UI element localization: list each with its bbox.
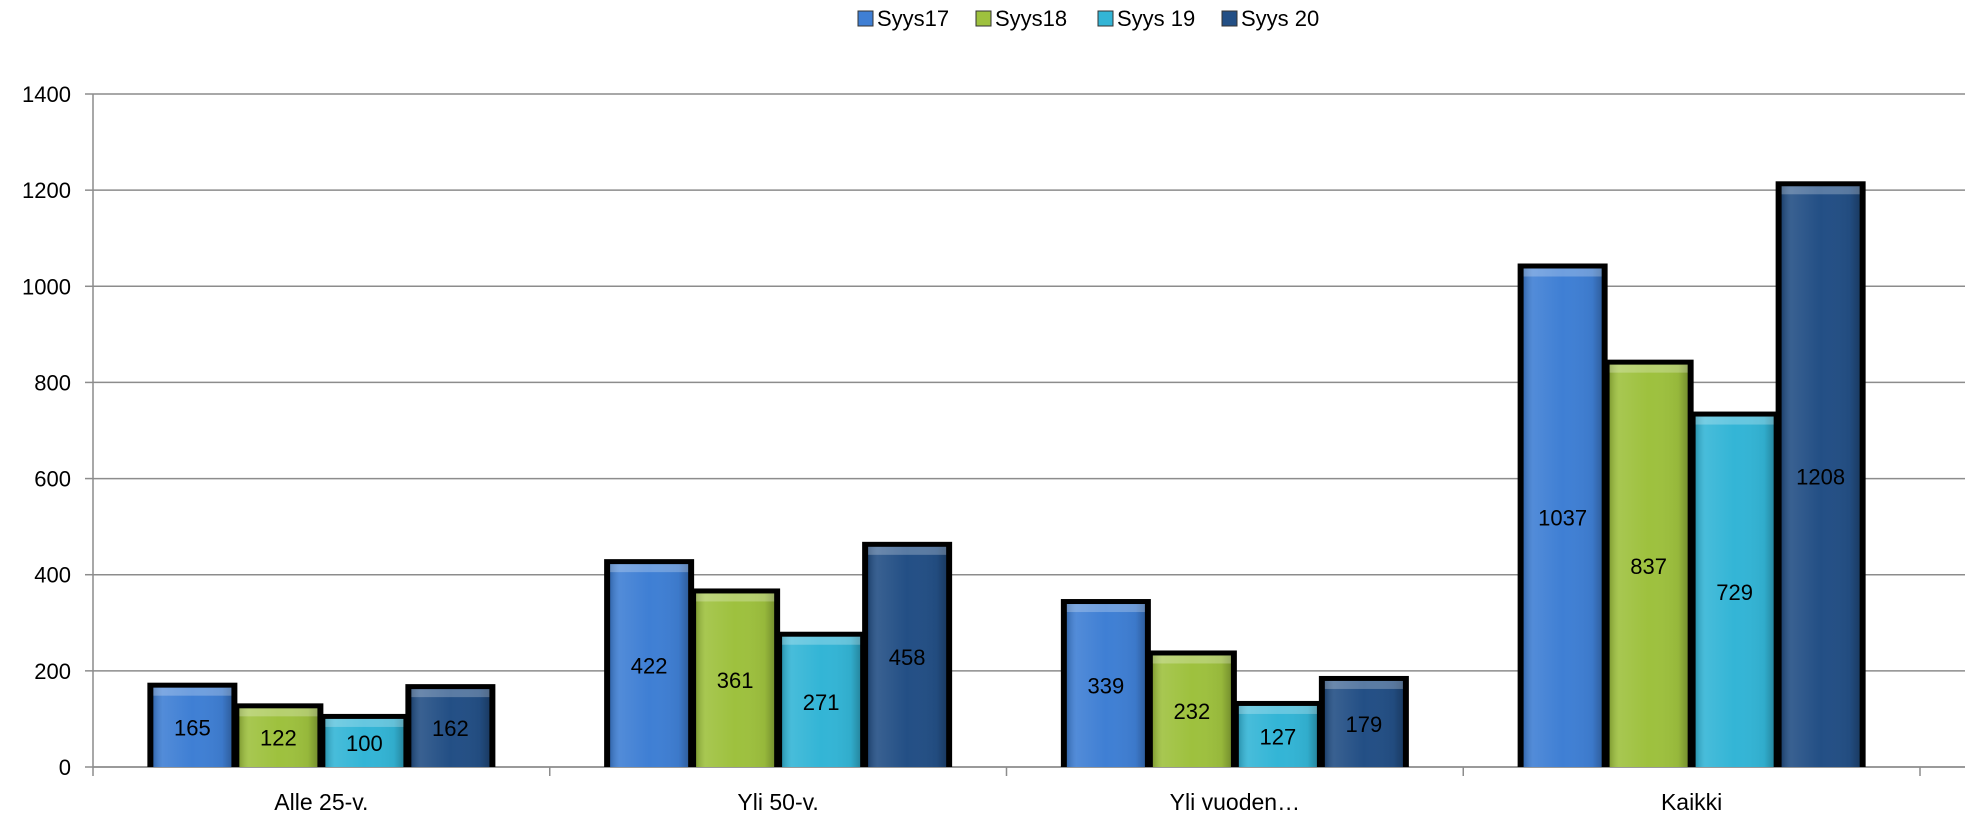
bar-shading xyxy=(239,708,318,767)
x-tick-label: Alle 25-v. xyxy=(274,789,368,815)
data-label: 422 xyxy=(631,654,668,679)
data-label: 271 xyxy=(803,690,840,715)
bar-shading xyxy=(411,689,490,767)
legend-swatch xyxy=(1097,10,1114,27)
gridlines xyxy=(93,93,1965,768)
y-tick-label: 1000 xyxy=(22,274,71,299)
data-label: 162 xyxy=(432,716,469,741)
bar-shading xyxy=(325,718,404,767)
data-label: 837 xyxy=(1630,554,1667,579)
bar-shading xyxy=(1523,268,1602,767)
bar-shading xyxy=(1066,604,1145,767)
bar-top-bevel xyxy=(411,689,490,698)
legend-label: Syys 20 xyxy=(1241,6,1319,31)
bar-shading xyxy=(868,546,947,767)
bar-shading xyxy=(1609,364,1688,767)
bar-shading xyxy=(1781,186,1860,768)
data-label: 1208 xyxy=(1796,465,1845,490)
bar-shading xyxy=(696,593,775,767)
bar-shading xyxy=(1238,705,1317,767)
data-label: 165 xyxy=(174,715,211,740)
bar-top-bevel xyxy=(1781,186,1860,195)
bar-top-bevel xyxy=(868,546,947,555)
bar-shading xyxy=(153,687,232,767)
bar-top-bevel xyxy=(1523,268,1602,277)
bar-shading xyxy=(1152,655,1231,767)
legend-swatch xyxy=(857,10,874,27)
bar-top-bevel xyxy=(325,718,404,727)
bar-top-bevel xyxy=(239,708,318,717)
bar-top-bevel xyxy=(782,636,861,645)
bar-top-bevel xyxy=(1324,680,1403,689)
legend-swatch xyxy=(975,10,992,27)
y-tick-label: 1400 xyxy=(22,82,71,107)
data-label: 458 xyxy=(889,645,926,670)
data-label: 232 xyxy=(1174,699,1211,724)
bar-top-bevel xyxy=(610,564,689,573)
bar-top-bevel xyxy=(1066,604,1145,613)
bar-shading xyxy=(1324,680,1403,767)
data-label: 122 xyxy=(260,726,297,751)
legend-label: Syys18 xyxy=(995,6,1067,31)
x-tick-label: Yli vuoden… xyxy=(1170,789,1300,815)
bar-top-bevel xyxy=(1152,655,1231,664)
y-tick-label: 1200 xyxy=(22,178,71,203)
y-tick-label: 800 xyxy=(34,370,71,395)
legend: Syys17 Syys18 Syys 19 Syys 20 xyxy=(857,6,1319,31)
x-tick-label: Yli 50-v. xyxy=(737,789,818,815)
bar-top-bevel xyxy=(696,593,775,602)
bar-top-bevel xyxy=(1695,416,1774,425)
data-label: 127 xyxy=(1260,724,1297,749)
data-label: 361 xyxy=(717,668,754,693)
x-tick-label: Kaikki xyxy=(1661,789,1722,815)
legend-swatch xyxy=(1221,10,1238,27)
data-label: 339 xyxy=(1088,674,1125,699)
bars xyxy=(147,181,1866,768)
legend-label: Syys17 xyxy=(877,6,949,31)
data-label: 100 xyxy=(346,731,383,756)
legend-label: Syys 19 xyxy=(1117,6,1195,31)
bar-top-bevel xyxy=(153,687,232,696)
data-label: 1037 xyxy=(1538,506,1587,531)
y-axis: 0 200 400 600 800 1000 1200 1400 xyxy=(22,82,94,780)
data-label: 179 xyxy=(1346,712,1383,737)
x-axis: Alle 25-v. Yli 50-v. Yli vuoden… Kaikki xyxy=(92,766,1965,815)
y-tick-label: 0 xyxy=(59,755,71,780)
bar-top-bevel xyxy=(1238,705,1317,714)
y-tick-label: 400 xyxy=(34,563,71,588)
bar-shading xyxy=(1695,416,1774,767)
bar-top-bevel xyxy=(1609,364,1688,373)
bar-shading xyxy=(610,564,689,767)
y-tick-label: 200 xyxy=(34,659,71,684)
bar-shading xyxy=(782,636,861,767)
data-labels: 165 122 100 162 422 361 271 458 339 232 127 179 1037… xyxy=(174,465,1845,756)
y-tick-label: 600 xyxy=(34,467,71,492)
data-label: 729 xyxy=(1716,580,1753,605)
